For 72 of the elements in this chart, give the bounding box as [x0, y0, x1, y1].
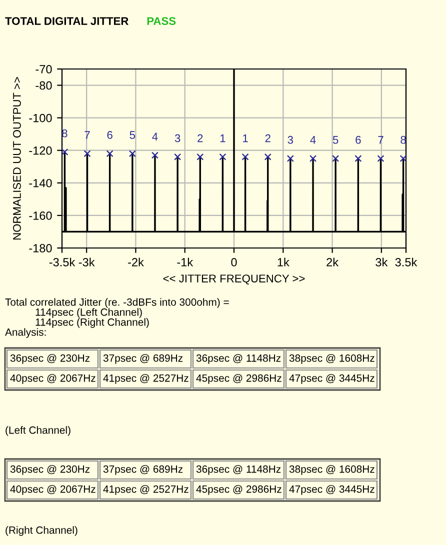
y-tick-label: -140	[29, 178, 52, 188]
point	[286, 155, 294, 162]
text: Analysis:	[5, 328, 46, 338]
text: 114psec (Left Channel)	[36, 308, 142, 318]
text: 40psec @ 2067Hz	[10, 485, 96, 495]
annotation: 3	[174, 134, 180, 142]
text: (Right Channel)	[6, 526, 78, 536]
y-tick-label: -100	[29, 114, 52, 122]
point	[151, 152, 158, 159]
point	[400, 155, 406, 162]
point	[242, 153, 249, 160]
x-tick-label: 0	[231, 258, 237, 266]
annotation: 4	[152, 132, 158, 140]
text: 36psec @ 1148Hz	[196, 354, 281, 364]
text: 36psec @ 1148Hz	[196, 465, 281, 475]
x-tick-label: -2k	[128, 258, 144, 266]
y-axis-title: NORMALISED UUT OUTPUT >>	[13, 77, 21, 240]
point	[332, 155, 340, 162]
annotation: 5	[332, 136, 338, 144]
text: 41psec @ 2527Hz	[103, 374, 188, 384]
annotation: 4	[310, 136, 316, 144]
text: 47psec @ 3445Hz	[289, 374, 374, 384]
point	[196, 153, 204, 160]
text: 47psec @ 3445Hz	[289, 485, 374, 495]
annotation: 7	[84, 131, 90, 139]
annotation: 7	[378, 136, 384, 144]
x-tick-label: -3.5k	[49, 258, 76, 266]
annotation: 2	[198, 134, 203, 142]
x-tick-label: 1k	[278, 258, 290, 266]
text: (Left Channel)	[6, 426, 70, 436]
x-axis-title: << JITTER FREQUENCY >>	[163, 274, 305, 284]
text: 38psec @ 1608Hz	[289, 354, 374, 364]
text: 114psec (Right Channel)	[36, 318, 149, 328]
x-tick-label: 2k	[326, 258, 339, 266]
x-tick-label: -3k	[78, 258, 95, 266]
point	[62, 148, 68, 156]
point	[128, 150, 136, 158]
text: 36psec @ 230Hz	[10, 354, 90, 364]
x-tick-label: -1k	[177, 258, 194, 266]
y-tick-label: -80	[36, 81, 52, 90]
text: 45psec @ 2986Hz	[196, 485, 282, 495]
text: 36psec @ 230Hz	[10, 465, 90, 475]
point	[377, 155, 384, 162]
text: 38psec @ 1608Hz	[289, 465, 374, 475]
point	[84, 150, 91, 158]
annotation: 3	[288, 136, 294, 144]
text: 37psec @ 689Hz	[103, 354, 183, 364]
text: Total correlated Jitter (re. -3dBFs into 300ohm) =	[5, 298, 229, 308]
y-tick-label: -70	[36, 65, 52, 74]
text: 40psec @ 2067Hz	[10, 374, 96, 384]
y-tick-label: -120	[29, 146, 52, 155]
annotation: 6	[356, 136, 361, 144]
text: 45psec @ 2986Hz	[196, 374, 282, 384]
annotation: 1	[243, 134, 248, 142]
chart-title: TOTAL DIGITAL JITTER	[5, 17, 128, 25]
y-tick-label: -160	[29, 211, 52, 220]
annotation: 5	[130, 131, 136, 139]
annotation: 2	[265, 134, 270, 142]
point	[354, 155, 362, 162]
point	[310, 155, 317, 162]
point	[264, 153, 272, 160]
text: 41psec @ 2527Hz	[103, 485, 188, 495]
point	[219, 153, 226, 160]
chart-subtitle: PASS	[147, 17, 176, 25]
annotation: 6	[107, 131, 112, 139]
x-tick-label: 3k	[376, 258, 388, 266]
point	[106, 150, 114, 158]
text: 37psec @ 689Hz	[103, 465, 183, 475]
annotation: 1	[220, 134, 226, 142]
y-tick-label: -180	[29, 244, 52, 252]
point	[174, 153, 182, 160]
x-tick-label: 3.5k	[395, 258, 418, 266]
